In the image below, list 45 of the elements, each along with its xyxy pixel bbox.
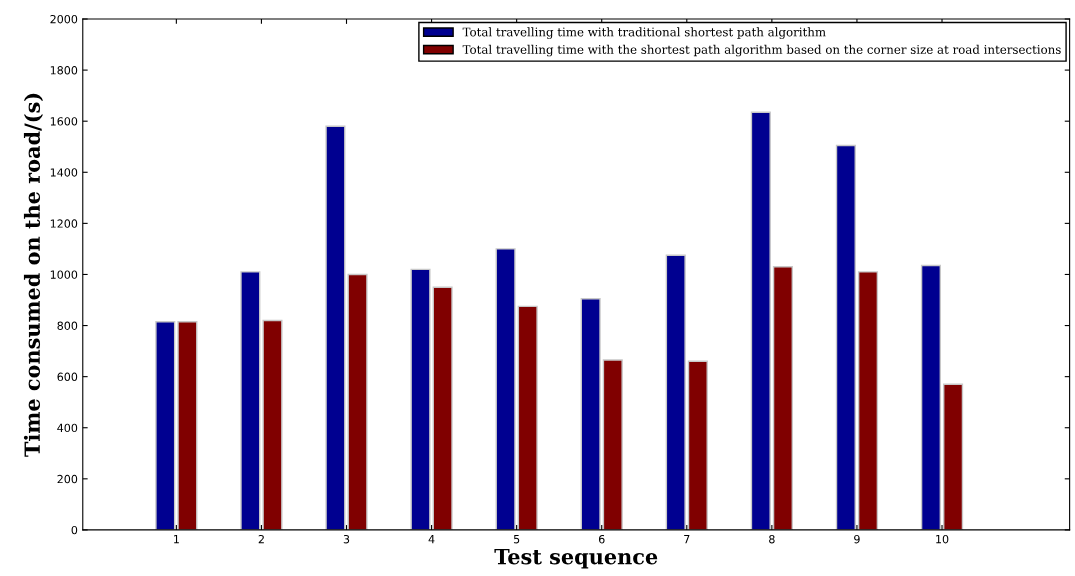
- bar: [687, 360, 708, 530]
- y-tick-label: 1200: [50, 219, 78, 228]
- bar: [665, 254, 686, 530]
- bar: [155, 321, 176, 530]
- legend-label: Total travelling time with the shortest path algorithm based on the corner size at road intersections: [462, 44, 1061, 57]
- x-tick-label: 9: [854, 534, 860, 544]
- bar: [750, 111, 771, 530]
- bar: [347, 273, 368, 530]
- y-tick-label: 0: [71, 525, 78, 535]
- x-tick-label: 10: [936, 534, 949, 544]
- bar: [262, 319, 283, 530]
- y-tick-label: 1400: [50, 168, 78, 177]
- x-tick-label: 2: [258, 534, 264, 544]
- y-tick-label: 1000: [50, 270, 78, 279]
- y-tick-label: 200: [57, 474, 78, 484]
- bar: [920, 264, 942, 530]
- bar: [857, 271, 879, 530]
- bar: [177, 321, 198, 530]
- bar: [580, 298, 601, 530]
- bar: [240, 271, 261, 530]
- x-axis-title: Test sequence: [494, 548, 658, 569]
- bar: [517, 305, 538, 530]
- y-tick-label: 1600: [50, 117, 78, 126]
- x-tick-label: 7: [684, 535, 690, 544]
- bar: [835, 144, 856, 530]
- bar: [772, 266, 793, 530]
- x-tick-label: 4: [428, 535, 435, 544]
- bar: [943, 383, 964, 530]
- y-tick-label: 2000: [50, 14, 78, 24]
- bar: [432, 286, 453, 530]
- y-tick-label: 400: [57, 423, 78, 433]
- x-tick-label: 6: [598, 534, 605, 544]
- x-tick-label: 3: [343, 534, 350, 544]
- y-axis-title: Time consumed on the road/(s): [23, 93, 43, 457]
- y-tick-label: 600: [57, 372, 78, 382]
- y-tick-label: 1800: [50, 66, 78, 75]
- bar: [602, 359, 623, 530]
- bar: [325, 125, 346, 530]
- x-tick-label: 1: [174, 535, 179, 544]
- x-tick-label: 5: [513, 535, 520, 544]
- y-tick-label: 800: [57, 321, 78, 330]
- legend-label: Total travelling time with traditional shortest path algorithm: [462, 27, 826, 39]
- x-tick-label: 8: [769, 534, 775, 544]
- bar: [410, 268, 431, 530]
- bar: [495, 248, 516, 530]
